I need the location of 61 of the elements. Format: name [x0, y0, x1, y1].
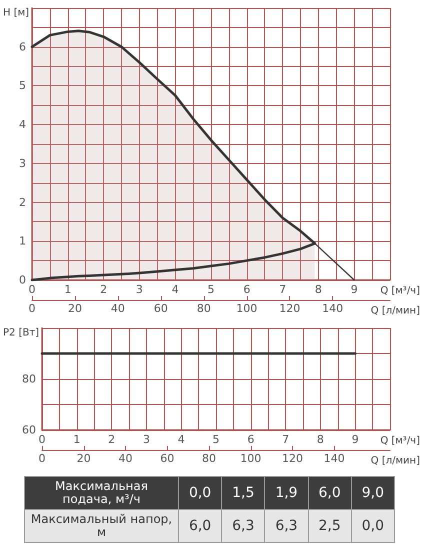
x2-tick-label: 100 — [236, 302, 258, 315]
y-tick-label: 3 — [19, 156, 26, 170]
x-tick-label: 0 — [38, 433, 46, 446]
x-tick-label: 7 — [279, 283, 286, 296]
x-tick-label: 2 — [100, 283, 108, 296]
text: 1,9 — [264, 476, 308, 510]
x2-tick-label: 40 — [118, 452, 133, 465]
x-tick-label: 1 — [64, 283, 72, 296]
text: 6,0 — [178, 510, 222, 542]
x2-tick-label: 80 — [196, 302, 211, 315]
x-tick-label: 1 — [73, 433, 80, 446]
x-tick-label: 3 — [136, 283, 143, 296]
x-tick-label: 5 — [208, 283, 215, 296]
text: 6,3 — [222, 510, 265, 542]
x-tick-label: 3 — [142, 433, 150, 446]
y-tick-label: 2 — [19, 196, 26, 209]
x-axis-title: Q [м³/ч] — [380, 286, 420, 296]
x2-axis-title: Q [л/мин] — [370, 306, 420, 316]
text: 0,0 — [178, 476, 222, 510]
x-tick-label: 7 — [282, 433, 290, 446]
x2-tick-label: 60 — [160, 452, 174, 465]
x2-tick-label: 140 — [322, 302, 344, 315]
y-tick-label: 1 — [19, 234, 26, 248]
x-tick-label: 4 — [178, 433, 185, 446]
x-tick-label: 6 — [247, 433, 254, 446]
x-tick-label: 2 — [108, 433, 116, 446]
x-tick-label: 9 — [350, 283, 358, 296]
x-tick-label: 4 — [172, 283, 179, 296]
text: Максимальная подача, м³/ч — [24, 476, 178, 510]
x-axis-title: Q [м³/ч] — [380, 436, 420, 446]
y-tick-label: 60 — [22, 424, 36, 436]
x-tick-label: 6 — [243, 283, 250, 296]
x-tick-label: 5 — [212, 433, 220, 446]
x2-tick-label: 0 — [38, 452, 46, 465]
x2-tick-label: 120 — [282, 452, 304, 465]
x2-tick-label: 120 — [279, 302, 300, 315]
y-tick-label: 5 — [19, 79, 26, 92]
x2-tick-label: 80 — [202, 452, 216, 465]
text: Максимальный напор, м — [24, 510, 178, 542]
text: 6,0 — [308, 476, 352, 510]
x2-tick-label: 60 — [154, 302, 168, 315]
x2-tick-label: 20 — [76, 452, 91, 465]
x2-tick-label: 20 — [68, 302, 82, 315]
y-tick-label: 6 — [19, 40, 26, 54]
x2-axis-title: Q [л/мин] — [370, 456, 420, 466]
text: 0,0 — [351, 510, 394, 542]
x-tick-label: 9 — [352, 433, 359, 446]
text: 1,5 — [222, 476, 265, 510]
x2-tick-label: 140 — [324, 452, 345, 465]
y-axis-title: H [м] — [3, 8, 30, 18]
y-tick-label: 4 — [19, 118, 26, 132]
y-tick-label: 0 — [19, 274, 26, 286]
text: 6,3 — [264, 510, 308, 542]
x2-tick-label: 100 — [240, 452, 262, 465]
y-tick-label: 80 — [22, 372, 36, 386]
x-tick-label: 8 — [314, 283, 322, 296]
text: 9,0 — [351, 476, 394, 510]
y-axis-title: P2 [Вт] — [2, 328, 40, 338]
x2-tick-label: 40 — [110, 302, 125, 315]
text: 2,5 — [308, 510, 352, 542]
x-tick-label: 8 — [316, 433, 324, 446]
